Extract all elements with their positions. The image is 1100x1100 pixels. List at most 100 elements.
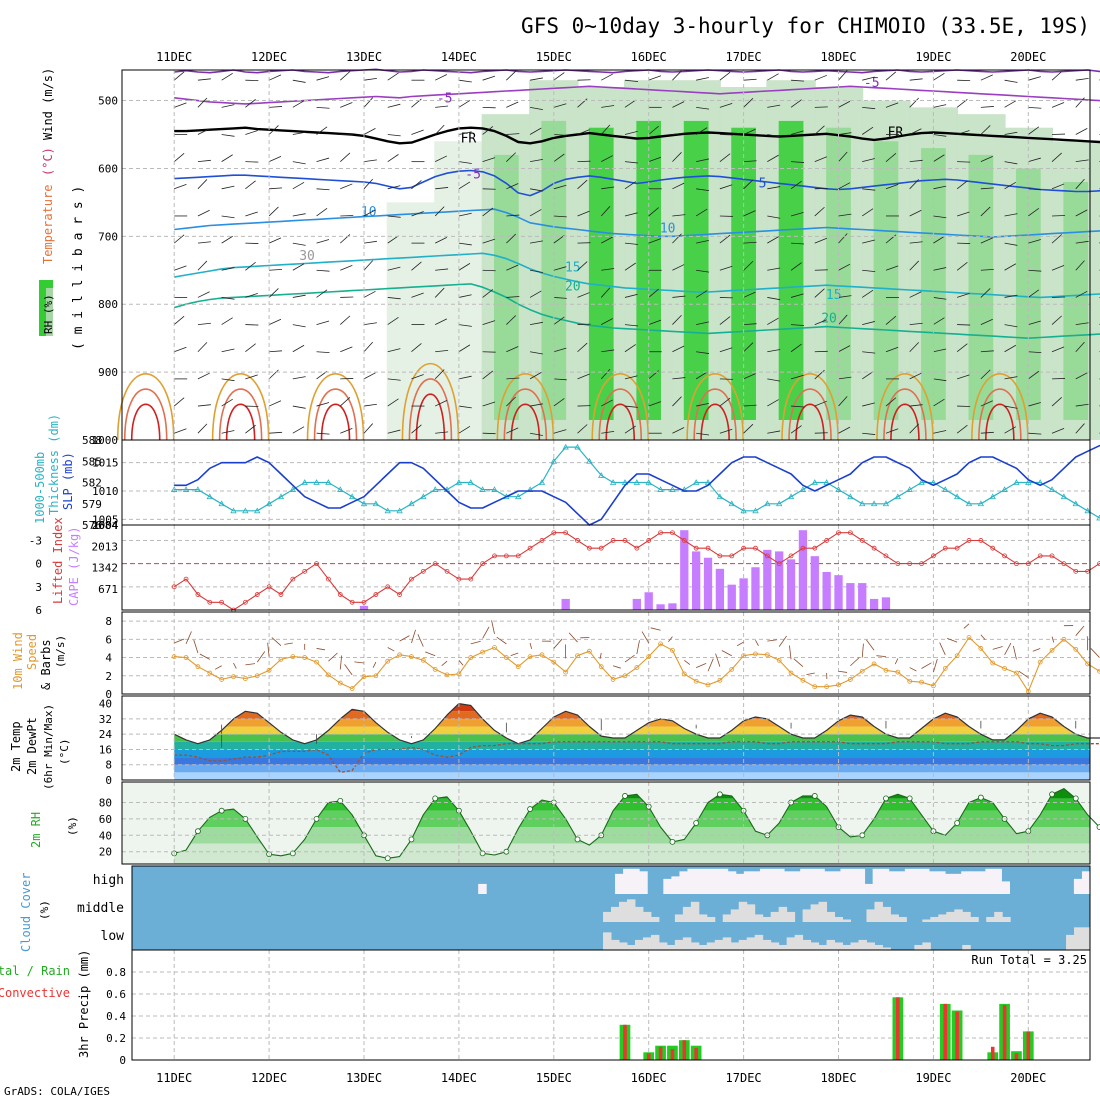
wind-barb [506, 214, 520, 217]
cloud-low-cell [874, 944, 883, 950]
wind-speed-point [776, 657, 782, 663]
wind-barb [672, 101, 685, 108]
surface-wind-barb [568, 632, 578, 643]
cloud-high-cell [904, 868, 914, 894]
ylabel-minmax: (6hr Min/Max) [42, 704, 55, 790]
surface-wind-barb [933, 658, 938, 673]
surface-wind-barb [1090, 648, 1100, 658]
wind-barb [530, 403, 543, 407]
ylabel-wind-unit: (m/s) [54, 635, 67, 668]
thickness-point [657, 486, 664, 492]
wind-barb [577, 210, 590, 217]
isotherm-label-2: FR [461, 132, 477, 147]
thickness-point [882, 500, 890, 507]
cloud-middle-cell [730, 909, 740, 922]
y-tick-rh-80: 80 [99, 797, 112, 810]
isotherm-5 [174, 208, 1100, 238]
wind-barb [719, 102, 733, 108]
wind-barb [577, 373, 590, 380]
wind-barb [197, 128, 210, 135]
li-point [1037, 553, 1043, 559]
wind-barb [553, 215, 567, 218]
y-tick-rh-40: 40 [99, 829, 112, 842]
wind-barb [530, 188, 543, 192]
surface-isotherm-cone [401, 363, 460, 441]
wind-barb [719, 428, 733, 434]
precip-conv-bar [1026, 1031, 1031, 1060]
cape-bar [668, 603, 677, 610]
wind-barb [458, 294, 472, 298]
wind-barb [245, 374, 258, 380]
wind-barb [743, 210, 756, 217]
wind-barb [957, 130, 970, 135]
x-tick-bottom-11DEC: 11DEC [156, 1071, 192, 1085]
thickness-point [396, 507, 403, 514]
wind-barb [696, 432, 710, 436]
li-point [681, 538, 687, 543]
li-line [173, 532, 1100, 611]
surface-wind-barb [344, 664, 353, 676]
thickness-point [847, 493, 854, 500]
wind-barb [719, 71, 731, 81]
wind-barb [624, 130, 638, 135]
rh2m-point [883, 795, 889, 802]
cloud-high-cell [679, 871, 688, 894]
wind-barb [695, 371, 708, 380]
wind-barb [933, 348, 947, 353]
temp-band-4 [174, 741, 1090, 750]
surface-isotherm-cone [781, 373, 839, 441]
li-point [539, 538, 545, 543]
wind-barb [553, 297, 567, 299]
wind-barb [885, 102, 899, 108]
li-point [622, 538, 628, 543]
wind-speed-point [349, 686, 355, 691]
cape-bar [680, 530, 689, 610]
wind-barb [174, 183, 187, 190]
wind-barb [411, 374, 424, 380]
li-point [847, 530, 853, 536]
temp-line [173, 702, 1100, 745]
wind-barb [292, 181, 305, 190]
ylabel-dewpt: 2m DewPt [25, 717, 39, 775]
wind-barb [1051, 315, 1062, 325]
wind-barb [814, 206, 825, 217]
precip-conv-bar [658, 1046, 663, 1060]
cloud-middle-cell [746, 904, 756, 922]
wind-barb [221, 104, 235, 108]
wind-barb [553, 429, 567, 434]
surface-isotherm-cone [320, 403, 351, 441]
wind-barb [530, 351, 543, 355]
wind-speed-point [942, 666, 948, 671]
surface-isotherm-cone [883, 388, 927, 441]
wind-speed-point [1025, 688, 1031, 694]
surface-isotherm-cone [700, 403, 730, 441]
thickness-point [372, 500, 380, 507]
wind-barb [862, 289, 874, 298]
y-tick-precip-0: 0 [119, 1054, 126, 1067]
y-tick-cape-671: 671 [98, 583, 118, 596]
wind-barb [387, 266, 401, 271]
y-tick-temp-8: 8 [105, 759, 112, 772]
cloud-high-cell [824, 871, 833, 894]
wind-barb [1004, 263, 1017, 271]
li-point [278, 592, 284, 597]
cape-bar [846, 583, 855, 610]
wind-speed-point [515, 664, 521, 670]
wind-barb [221, 297, 235, 300]
wind-barb [767, 73, 779, 81]
wind-barb [221, 317, 233, 325]
wind-barb [316, 351, 330, 354]
thickness-point [301, 479, 308, 485]
wind-barb [553, 184, 567, 190]
surface-wind-barb [876, 655, 887, 658]
wind-barb [933, 297, 947, 300]
wind-speed-point [242, 676, 248, 681]
wind-barb [1075, 209, 1088, 217]
cloud-row-label-middle: middle [77, 901, 124, 916]
li-point [871, 545, 877, 551]
surface-wind-barb [354, 661, 365, 664]
wind-barb [862, 321, 875, 325]
thickness-point [870, 500, 878, 507]
wind-barb [624, 425, 636, 434]
wind-speed-point [314, 659, 319, 665]
